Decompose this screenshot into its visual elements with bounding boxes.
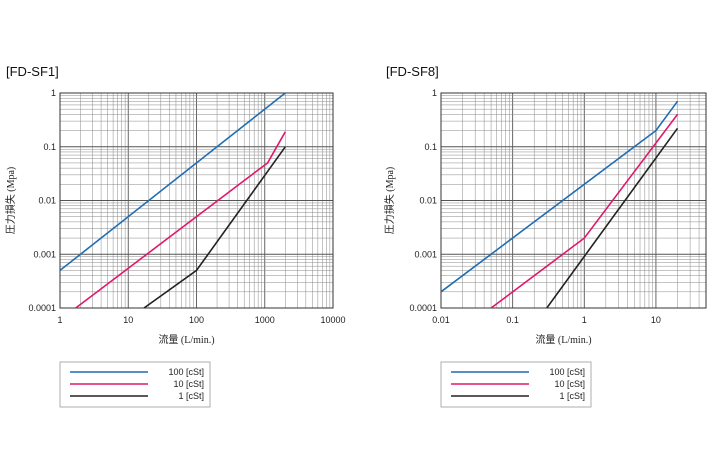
x-tick-label: 0.01 (432, 315, 450, 325)
legend: 100 [cSt] 10 [cSt] 1 [cSt] (440, 361, 592, 408)
y-tick-label: 0.01 (419, 196, 437, 206)
chart-title-fd-sf8: [FD-SF8] (386, 64, 439, 79)
series-line-1 (490, 113, 679, 308)
y-tick-label: 0.01 (38, 196, 56, 206)
y-tick-label: 1 (51, 88, 56, 98)
legend-label-0: 100 [cSt] (549, 367, 585, 377)
series-group (60, 93, 286, 308)
legend-label-1: 10 [cSt] (554, 379, 585, 389)
chart-title-fd-sf1: [FD-SF1] (6, 64, 59, 79)
series-line-2 (143, 146, 286, 308)
legend-label-2: 1 [cSt] (559, 391, 585, 401)
x-tick-label: 1 (582, 315, 587, 325)
chart-1: 0.01 0.1 1 10 1 0.1 0.01 0.001 0.0001 流量 (L/min.)… (383, 88, 707, 408)
y-axis-label: 圧力損失 (Mpa) (383, 167, 396, 235)
plot-frame (59, 92, 334, 309)
grid (441, 93, 706, 308)
x-tick-label: 100 (189, 315, 204, 325)
y-tick-label: 0.001 (414, 249, 437, 259)
x-tick-label: 10 (123, 315, 133, 325)
y-tick-label: 0.001 (33, 249, 56, 259)
series-line-1 (75, 131, 286, 308)
legend-label-0: 100 [cSt] (168, 367, 204, 377)
grid (60, 93, 333, 308)
plot-frame (440, 92, 707, 309)
legend: 100 [cSt] 10 [cSt] 1 [cSt] (59, 361, 211, 408)
x-tick-label: 0.1 (506, 315, 519, 325)
x-axis-label: 流量 (L/min.) (535, 333, 591, 346)
x-tick-label: 10 (651, 315, 661, 325)
legend-label-2: 1 [cSt] (178, 391, 204, 401)
x-tick-label: 1000 (255, 315, 275, 325)
y-tick-label: 0.0001 (409, 303, 437, 313)
x-axis-label: 流量 (L/min.) (158, 333, 214, 346)
y-axis-label: 圧力損失 (Mpa) (4, 167, 17, 235)
y-tick-label: 0.0001 (28, 303, 56, 313)
y-tick-label: 0.1 (43, 142, 56, 152)
chart-0: 1 10 100 1000 10000 1 0.1 0.01 0.001 0.0001 流量 (L/… (4, 88, 346, 408)
series-line-2 (546, 127, 679, 308)
series-group (441, 100, 679, 308)
y-tick-label: 0.1 (424, 142, 437, 152)
x-tick-label: 1 (57, 315, 62, 325)
series-line-0 (60, 93, 286, 272)
y-tick-label: 1 (432, 88, 437, 98)
legend-label-1: 10 [cSt] (173, 379, 204, 389)
x-tick-label: 10000 (320, 315, 345, 325)
series-line-0 (441, 100, 679, 293)
